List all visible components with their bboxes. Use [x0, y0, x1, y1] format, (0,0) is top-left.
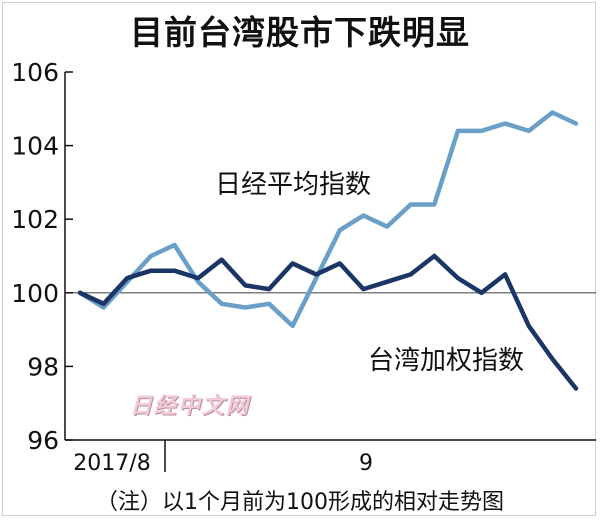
- y-tick-label: 104: [11, 132, 59, 161]
- series-label-2: 台湾加权指数: [368, 346, 524, 376]
- y-tick-label: 100: [11, 279, 59, 308]
- x-tick-label: 9: [359, 451, 373, 476]
- chart-frame: [2, 2, 596, 516]
- series-label-1: 日经平均指数: [215, 170, 371, 200]
- y-axis-ticks: 96 98 100 102 104 106: [11, 58, 73, 455]
- axes: [64, 72, 596, 441]
- chart-title: 目前台湾股市下跌明显: [130, 13, 470, 52]
- watermark-logo: 日经中文网: [130, 394, 251, 419]
- y-tick-label: 106: [11, 58, 59, 87]
- y-tick-label: 102: [11, 205, 59, 234]
- x-axis-ticks: 2017/8 9: [73, 440, 373, 476]
- chart-footnote: （注）以1个月前为100形成的相对走势图: [96, 490, 504, 515]
- series-line-2: [77, 253, 579, 391]
- series-line-1: [77, 110, 579, 329]
- y-tick-label: 96: [27, 426, 59, 455]
- y-tick-label: 98: [27, 352, 59, 381]
- series-lines: [77, 110, 579, 391]
- x-tick-label: 2017/8: [73, 451, 150, 476]
